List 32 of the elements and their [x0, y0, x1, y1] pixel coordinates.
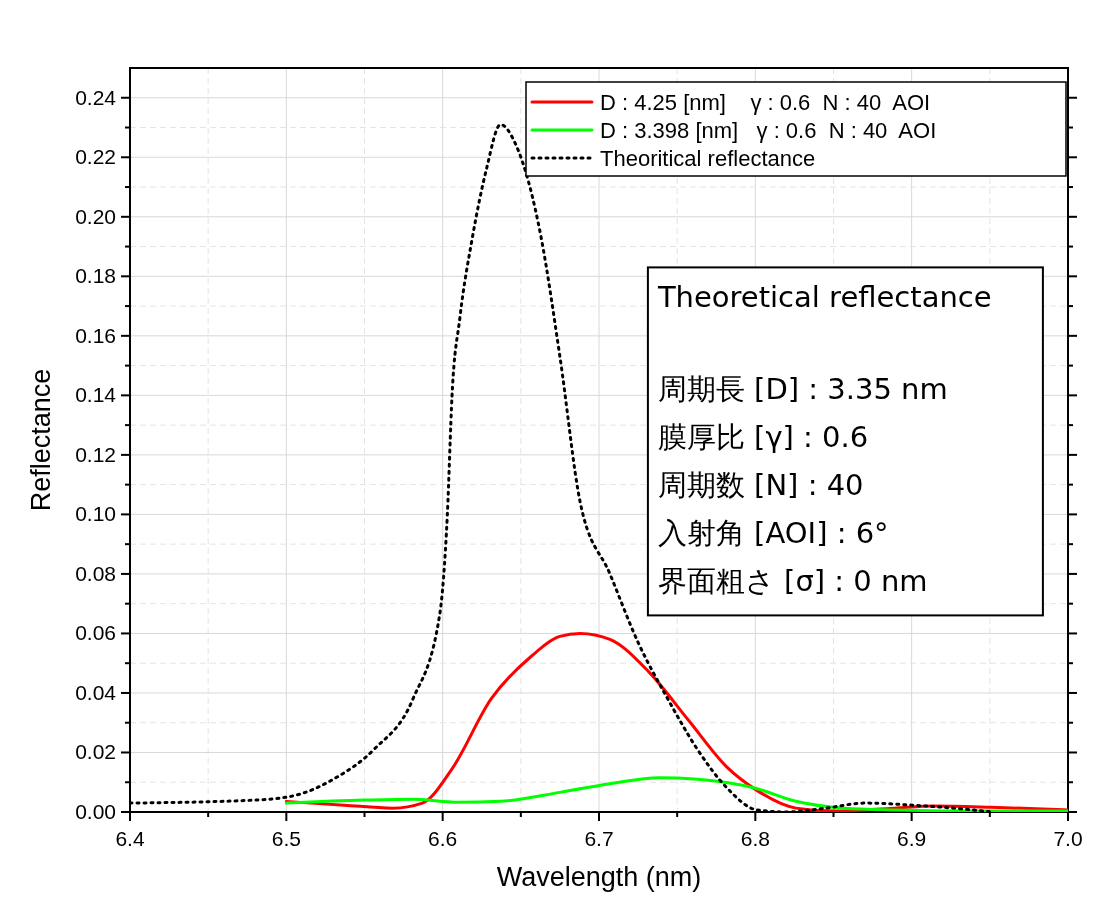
- x-tick-label: 7.0: [1053, 827, 1083, 850]
- y-tick-label: 0.10: [75, 502, 116, 526]
- y-tick-label: 0.16: [75, 323, 116, 347]
- annotation: 膜厚比 [γ] : 0.6: [657, 420, 869, 455]
- annotation: Theoretical reflectance: [656, 280, 992, 315]
- x-tick-label: 6.9: [897, 827, 927, 850]
- y-tick-label: 0.24: [75, 85, 117, 109]
- annotation: 周期数 [N] : 40: [657, 468, 864, 503]
- legend-label: Theoritical reflectance: [600, 146, 816, 171]
- x-tick-label: 6.6: [428, 827, 458, 850]
- legend-label: D : 3.398 [nm] γ : 0.6 N : 40 AOI: [600, 118, 937, 143]
- annotation: 界面粗さ [σ] : 0 nm: [657, 564, 928, 599]
- y-tick-label: 0.08: [75, 561, 116, 585]
- legend-label: D : 4.25 [nm] γ : 0.6 N : 40 AOI: [600, 90, 931, 115]
- y-tick-label: 0.02: [75, 740, 116, 764]
- y-tick-label: 0.06: [75, 621, 116, 645]
- x-tick-label: 6.5: [271, 827, 301, 850]
- y-axis-title: Reflectance: [26, 368, 56, 512]
- y-tick-label: 0.12: [75, 442, 116, 466]
- y-tick-label: 0.22: [75, 145, 116, 169]
- annotation: 入射角 [AOI] : 6°: [657, 516, 889, 551]
- x-tick-label: 6.8: [740, 827, 770, 850]
- annotation: 周期長 [D] : 3.35 nm: [657, 372, 948, 407]
- y-tick-label: 0.20: [75, 204, 116, 228]
- x-tick-label: 6.7: [584, 827, 614, 850]
- x-tick-label: 6.4: [115, 827, 145, 850]
- y-tick-label: 0.14: [75, 383, 117, 407]
- y-tick-label: 0.18: [75, 264, 116, 288]
- x-axis-title: Wavelength (nm): [496, 862, 702, 892]
- line-series: [284, 776, 1068, 812]
- y-tick-label: 0.00: [75, 800, 116, 823]
- y-tick-label: 0.04: [75, 680, 117, 704]
